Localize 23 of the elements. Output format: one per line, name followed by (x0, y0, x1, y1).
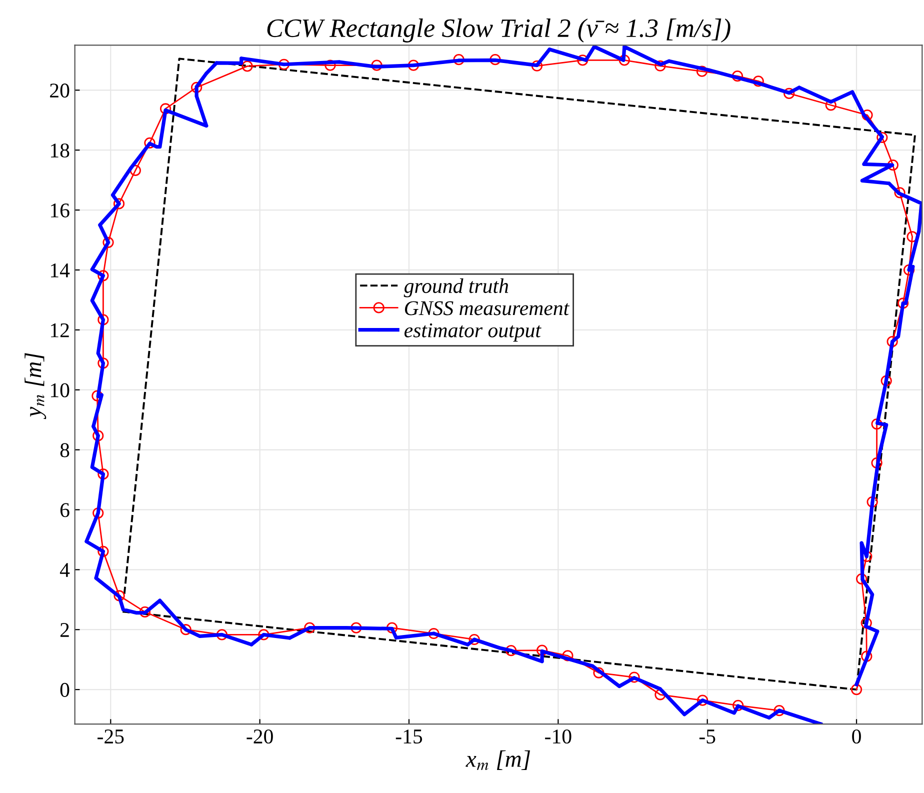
y-axis-title: y$_{m}$ [m] (24, 353, 46, 420)
x-tick-label: -25 (98, 730, 124, 744)
y-tick-label: 10 (50, 383, 70, 398)
x-tick-label: 0 (852, 729, 861, 744)
y-tick-label: 6 (60, 503, 70, 518)
y-tick-label: 12 (50, 323, 69, 338)
y-tick-label: 20 (50, 84, 70, 98)
y-tick-label: 16 (50, 203, 70, 218)
x-tick-label: -5 (699, 730, 716, 744)
legend-label: estimator output (404, 323, 542, 342)
chart-title: CCW Rectangle Slow Trial 2 (v̄ ≈ 1.3 [m/s]) (267, 18, 730, 42)
legend-label: GNSS measurement (404, 301, 570, 316)
x-axis-title: x$_{m}$ [m] (466, 750, 530, 770)
y-tick-label: 2 (60, 623, 69, 637)
x-tick-label: -10 (545, 729, 572, 744)
y-tick-label: 14 (50, 263, 70, 278)
x-tick-label: -20 (246, 729, 273, 744)
legend-label: ground truth (404, 278, 508, 298)
y-tick-label: 4 (60, 563, 70, 577)
y-tick-label: 0 (60, 682, 70, 697)
y-tick-label: 18 (50, 143, 70, 158)
x-tick-label: -15 (396, 730, 422, 744)
y-tick-label: 8 (60, 443, 70, 458)
